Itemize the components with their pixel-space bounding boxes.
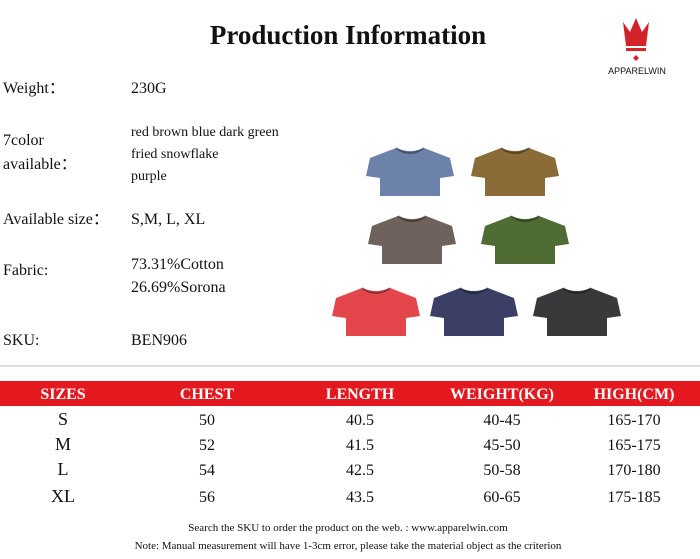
table-cell: S xyxy=(58,409,68,429)
footer-note: Search the SKU to order the product on t… xyxy=(188,522,508,534)
table-cell: 165-175 xyxy=(607,437,660,454)
shirt-collar xyxy=(562,287,592,294)
table-cell: 165-170 xyxy=(607,412,660,429)
shirt-collar xyxy=(395,147,425,154)
table-cell: 40.5 xyxy=(346,412,374,429)
table-cell: 54 xyxy=(199,462,215,479)
table-header: CHEST xyxy=(180,386,235,403)
table-cell: L xyxy=(58,459,69,479)
spec-label: Available size： xyxy=(3,211,109,228)
spec-label: SKU: xyxy=(3,332,39,349)
table-cell: 170-180 xyxy=(607,462,660,479)
spec-label: 7color xyxy=(3,132,45,149)
table-header: HIGH(CM) xyxy=(594,386,675,403)
spec-value: 26.69%Sorona xyxy=(131,279,226,296)
spec-label: Fabric: xyxy=(3,262,48,279)
shirt xyxy=(533,288,621,336)
shirt-collar xyxy=(459,287,489,294)
table-cell: 43.5 xyxy=(346,489,374,506)
table-cell: 50 xyxy=(199,412,215,429)
shirt-images xyxy=(332,147,621,336)
spec-value: purple xyxy=(131,169,167,184)
table-cell: 175-185 xyxy=(607,489,660,506)
table-cell: M xyxy=(55,434,71,454)
table-cell: 50-58 xyxy=(483,462,520,479)
table-header: WEIGHT(KG) xyxy=(450,386,554,403)
spec-label: Weight： xyxy=(3,80,65,97)
shirt xyxy=(368,216,456,264)
logo-text: APPARELWIN xyxy=(608,66,666,76)
table-cell: 41.5 xyxy=(346,437,374,454)
table-header: LENGTH xyxy=(326,386,395,403)
spec-value: S,M, L, XL xyxy=(131,211,205,228)
table-header-band xyxy=(0,381,700,406)
shirt-collar xyxy=(361,287,391,294)
shirt xyxy=(366,148,454,196)
shirt-collar xyxy=(510,215,540,222)
table-cell: 60-65 xyxy=(483,489,520,506)
spec-label: available： xyxy=(3,156,77,173)
shirt xyxy=(471,148,559,196)
shirt xyxy=(430,288,518,336)
table-cell: 45-50 xyxy=(483,437,520,454)
footer-note: Note: Manual measurement will have 1-3cm… xyxy=(135,540,562,552)
shirt-collar xyxy=(397,215,427,222)
spec-value: 230G xyxy=(131,80,167,97)
table-header: SIZES xyxy=(40,386,85,403)
table-cell: XL xyxy=(51,486,75,506)
shirt xyxy=(481,216,569,264)
shirt xyxy=(332,288,420,336)
table-cell: 42.5 xyxy=(346,462,374,479)
spec-value: red brown blue dark green xyxy=(131,125,279,140)
table-cell: 52 xyxy=(199,437,215,454)
spec-value: 73.31%Cotton xyxy=(131,256,224,273)
spec-value: fried snowflake xyxy=(131,147,218,162)
spec-value: BEN906 xyxy=(131,332,187,349)
table-cell: 40-45 xyxy=(483,412,520,429)
shirt-collar xyxy=(500,147,530,154)
table-cell: 56 xyxy=(199,489,215,506)
title: Production Information xyxy=(210,20,486,50)
logo-icon xyxy=(623,18,649,61)
